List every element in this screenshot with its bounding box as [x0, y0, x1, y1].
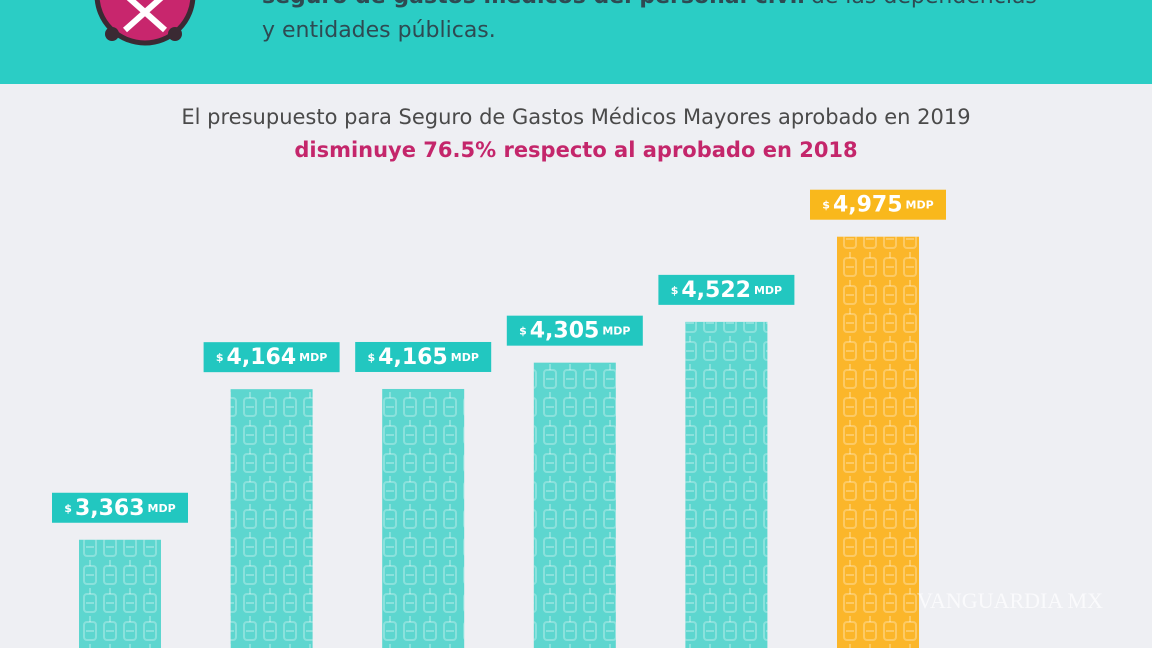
bar-pattern [79, 539, 161, 648]
value-label-box [355, 341, 492, 372]
unit: MDP [602, 325, 630, 338]
header-rest: de las dependencias [811, 0, 1037, 9]
value-label: $4,522 MDP [671, 278, 782, 303]
value-label: $3,363 MDP [64, 496, 175, 521]
unit: MDP [754, 284, 782, 297]
chart-highlight: disminuye 76.5% respecto al aprobado en … [294, 138, 857, 162]
value-text: 4,522 [681, 278, 751, 303]
value-label-box [52, 492, 188, 523]
value-label-box [506, 315, 643, 346]
header-icon [94, 0, 196, 46]
value-label: $4,305 MDP [519, 319, 630, 344]
currency: $ [64, 502, 72, 515]
value-label: $4,164 MDP [216, 345, 327, 370]
header-band [0, 0, 1152, 84]
chart-subtitle: El presupuesto para Seguro de Gastos Méd… [181, 105, 970, 129]
value-text: 4,975 [833, 193, 903, 218]
currency: $ [822, 199, 830, 212]
bar-pattern [382, 388, 465, 648]
value-label: $4,975 MDP [822, 193, 933, 218]
value-label-box [203, 342, 340, 373]
header-text: seguro de gastos médicos del personal ci… [262, 0, 1037, 9]
value-label: $4,165 MDP [368, 345, 479, 370]
unit: MDP [906, 199, 934, 212]
header-bold: seguro de gastos médicos del personal ci… [262, 0, 805, 9]
value-text: 4,165 [378, 345, 448, 370]
header-text: y entidades públicas. [262, 18, 496, 43]
value-text: 3,363 [75, 496, 145, 521]
bar-pattern [685, 321, 768, 648]
unit: MDP [299, 351, 327, 364]
value-text: 4,305 [530, 319, 600, 344]
watermark: VANGUARDIA MX [917, 588, 1103, 613]
currency: $ [368, 351, 376, 364]
value-text: 4,164 [227, 345, 297, 370]
bar-pattern [230, 389, 313, 648]
unit: MDP [451, 351, 479, 364]
bar-pattern [533, 362, 616, 648]
currency: $ [519, 325, 527, 338]
value-label-box [658, 274, 795, 305]
bar-pattern [837, 236, 919, 648]
value-label-box [810, 189, 946, 220]
bars: $3,363 MDP$ 4,164 MDP $4,165 MDP$ 4,305 MDP$ 4,5… [52, 189, 946, 648]
unit: MDP [148, 502, 176, 515]
currency: $ [671, 284, 679, 297]
currency: $ [216, 351, 224, 364]
